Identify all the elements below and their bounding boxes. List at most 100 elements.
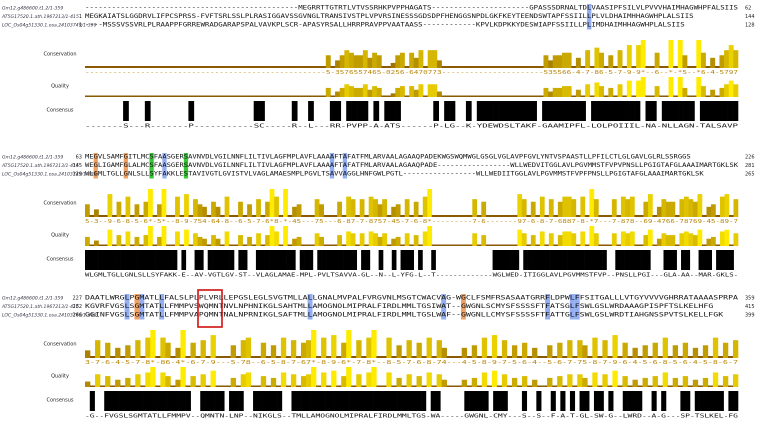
conservation-bar [543,55,549,68]
conservation-bar [376,356,382,358]
consensus-bar [352,250,358,270]
conservation-bar [511,345,518,358]
quality-bar [400,244,406,246]
quality-bar [284,95,290,97]
quality-bar [552,87,558,97]
conservation-bar [278,215,284,217]
consensus-bar [634,101,641,121]
quality-bar [587,385,593,387]
conservation-bar [667,356,673,358]
quality-bar [416,376,422,387]
conservation-bar [431,356,437,358]
quality-bar [233,95,239,97]
conservation-bar [205,66,211,68]
conservation-bar [269,189,275,217]
conservation-bar [677,356,684,358]
quality-bar [367,89,373,97]
quality-bar [211,235,216,246]
conservation-bar [175,196,180,217]
quality-bar [431,385,437,387]
quality-bar [712,372,719,387]
consensus-bar [483,391,489,411]
conservation-bar [409,215,415,217]
quality-bar [237,95,243,97]
consensus-bar [150,250,156,270]
quality-bar [571,95,577,97]
consensus-bar [628,250,634,270]
quality-bar [466,385,473,387]
conservation-bar [160,337,166,358]
quality-bar [522,376,528,387]
start-position: 1 [79,14,82,20]
quality-bar [464,95,470,97]
consensus-bar [510,250,515,270]
conservation-bar [206,215,212,217]
consensus-bar [368,391,374,411]
conservation-bar [733,50,739,68]
quality-bar [629,231,635,246]
consensus-bar [358,391,364,411]
quality-bar [538,95,544,97]
conservation-bar [139,215,144,217]
quality-bar [148,226,153,246]
quality-bar [386,95,391,97]
conservation-bar [191,66,197,68]
quality-bar [351,385,357,387]
quality-bar [251,95,257,97]
conservation-bar [548,60,554,68]
consensus-bar [588,250,594,270]
conservation-bar [260,342,267,358]
quality-bar [657,385,663,387]
conservation-bar [242,66,248,68]
conservation-bar [617,356,623,358]
quality-bar [140,95,146,97]
quality-bar [188,244,194,246]
conservation-bar [210,66,215,68]
conservation-bar [436,60,442,68]
quality-bar [562,385,568,387]
conservation-bar [280,337,287,358]
consensus-bar [146,250,152,270]
conservation-bar [636,45,642,68]
quality-bar [191,95,197,97]
consensus-bar [272,391,278,411]
quality-bar [602,374,608,387]
quality-bar [247,236,252,246]
conservation-bar [712,337,719,358]
conservation-bar [631,66,637,68]
quality-bar [487,95,493,97]
quality-bar [634,244,640,246]
quality-bar [311,95,317,97]
end-position: 226 [745,155,755,161]
consensus-bar [433,101,440,121]
quality-bar [511,377,518,387]
consensus-bar [593,250,599,270]
conservation-bar [562,356,568,358]
consensus-bar [181,391,187,411]
consensus-bar [339,250,344,270]
consensus-bar [291,391,297,411]
quality-bar [724,229,730,246]
quality-bar [160,372,166,387]
consensus-bar [699,391,705,411]
quality-bar [700,86,706,97]
quality-bar [100,385,106,387]
consensus-bar [347,250,353,270]
sequence-name: Gm12.g486600.t1.2/1-359 [2,6,63,12]
consensus-bar [212,250,217,270]
conservation-bar [105,342,111,358]
quality-bar [427,226,433,246]
conservation-bar [161,189,167,217]
quality-bar [506,95,512,97]
quality-bar [697,229,703,246]
conservation-bar [432,50,438,68]
conservation-bar [219,66,225,68]
consensus-bar [216,250,222,270]
quality-bar [481,235,487,246]
quality-bar [612,370,618,387]
quality-bar [687,95,692,97]
conservation-bar [265,201,270,217]
sequence-name: AT5G17520.1.ath.1967213/1-415 [1,304,79,310]
residue-highlight [342,153,348,179]
conservation-bar [260,66,266,68]
